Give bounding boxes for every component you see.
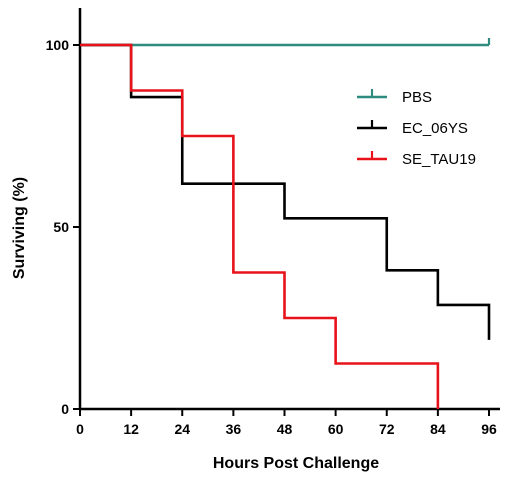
legend-label: SE_TAU19 <box>402 151 476 168</box>
y-tick-label: 50 <box>53 219 69 235</box>
x-tick-label: 24 <box>174 421 190 437</box>
legend-item: EC_06YS <box>357 120 468 137</box>
axes: 0 12 24 36 48 60 72 84 96 0 50 100 <box>46 8 500 437</box>
legend-label: EC_06YS <box>402 120 468 137</box>
legend-label: PBS <box>402 89 432 106</box>
legend-item: SE_TAU19 <box>357 151 476 168</box>
y-tick-label: 100 <box>46 37 70 53</box>
x-tick-label: 60 <box>328 421 344 437</box>
x-tick-label: 72 <box>379 421 395 437</box>
x-tick-label: 96 <box>481 421 497 437</box>
legend-item: PBS <box>357 89 432 106</box>
x-tick-label: 84 <box>430 421 446 437</box>
y-axis-title: Surviving (%) <box>11 177 28 279</box>
series-line-se_tau19 <box>80 43 440 409</box>
y-tick-label: 0 <box>61 401 69 417</box>
x-tick-label: 12 <box>123 421 139 437</box>
x-tick-label: 36 <box>226 421 242 437</box>
x-tick-label: 48 <box>277 421 293 437</box>
x-axis-title: Hours Post Challenge <box>213 455 379 472</box>
legend: PBS EC_06YS SE_TAU19 <box>357 89 476 168</box>
x-tick-label: 0 <box>76 421 84 437</box>
series-line-ec_06ys <box>80 43 491 340</box>
series-lines <box>80 38 491 409</box>
